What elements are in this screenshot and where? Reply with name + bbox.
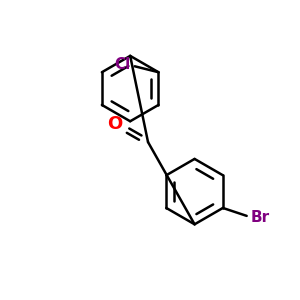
Text: Br: Br [251, 210, 270, 225]
Text: Cl: Cl [115, 57, 131, 72]
Text: O: O [107, 115, 122, 133]
